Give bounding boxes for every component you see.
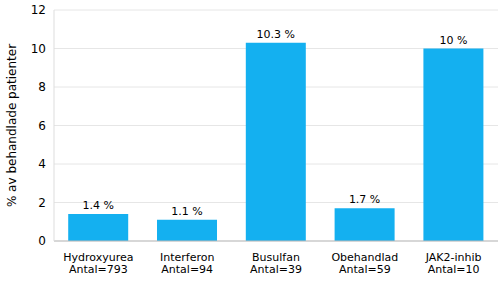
svg-text:% av behandlade patienter: % av behandlade patienter <box>8 44 19 207</box>
svg-text:10 %: 10 % <box>439 34 467 47</box>
svg-text:HydroxyureaAntal=793: HydroxyureaAntal=793 <box>63 251 133 276</box>
svg-text:8: 8 <box>38 80 46 94</box>
svg-text:1.7 %: 1.7 % <box>349 193 380 206</box>
svg-text:10: 10 <box>31 42 46 56</box>
svg-text:JAK2-inhibAntal=10: JAK2-inhibAntal=10 <box>425 251 482 276</box>
svg-text:6: 6 <box>38 119 46 133</box>
svg-text:4: 4 <box>38 157 46 171</box>
svg-text:BusulfanAntal=39: BusulfanAntal=39 <box>250 251 302 276</box>
svg-text:0: 0 <box>38 234 46 248</box>
svg-text:InterferonAntal=94: InterferonAntal=94 <box>160 251 214 276</box>
svg-text:10.3 %: 10.3 % <box>257 28 295 41</box>
svg-text:1.4 %: 1.4 % <box>82 199 113 212</box>
svg-text:2: 2 <box>38 196 46 210</box>
svg-text:12: 12 <box>31 3 46 17</box>
svg-text:1.1 %: 1.1 % <box>171 205 202 218</box>
svg-text:ObehandladAntal=59: ObehandladAntal=59 <box>331 251 398 276</box>
